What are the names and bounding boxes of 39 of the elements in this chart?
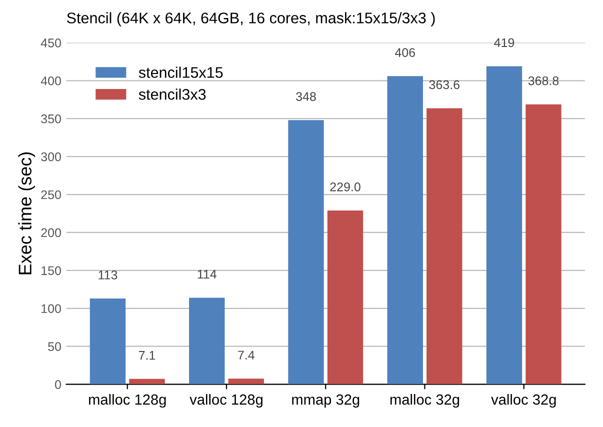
x-tick-label: valloc 128g — [190, 394, 262, 408]
y-axis-title: Exec time (sec) — [18, 152, 36, 274]
bar — [189, 298, 225, 384]
data-label: 114 — [198, 270, 216, 278]
data-label: 7.4 — [238, 350, 254, 360]
data-label: 348 — [296, 92, 316, 101]
bar — [387, 76, 423, 384]
y-tick-label: 450 — [40, 38, 61, 48]
legend-label: stencil15x15 — [138, 66, 223, 78]
bar — [526, 104, 562, 384]
x-tick-label: malloc 32g — [390, 394, 460, 408]
data-label: 229.0 — [330, 182, 360, 192]
bar — [426, 108, 462, 384]
bar — [327, 210, 364, 384]
y-tick-label: 100 — [42, 304, 61, 314]
y-tick-label: 300 — [41, 152, 61, 162]
data-label: 419 — [494, 38, 514, 48]
y-tick-label: 50 — [48, 342, 61, 351]
data-label: 363.6 — [429, 80, 460, 90]
bar — [129, 378, 165, 384]
data-label: 368.8 — [528, 76, 559, 86]
bar — [486, 66, 522, 384]
data-label: 7.1 — [138, 351, 156, 360]
data-label: 113 — [98, 270, 118, 280]
bar — [288, 120, 324, 384]
legend-label: stencil3x3 — [138, 88, 206, 100]
y-tick-label: 150 — [42, 266, 61, 276]
y-tick-label: 400 — [40, 76, 61, 86]
x-tick-label: mmap 32g — [292, 394, 360, 408]
y-tick-label: 250 — [41, 190, 61, 200]
y-tick-label: 350 — [41, 114, 61, 124]
bar — [228, 378, 264, 384]
chart-title: Stencil (64K x 64K, 64GB, 16 cores, mask:15x15/3x3 ) — [67, 12, 435, 26]
y-tick-label: 0 — [55, 380, 61, 389]
y-tick-label: 200 — [41, 228, 61, 238]
x-tick-label: valloc 32g — [491, 394, 556, 408]
x-tick-label: malloc 128g — [89, 394, 166, 408]
data-label: 406 — [394, 48, 415, 57]
bar — [90, 298, 126, 384]
